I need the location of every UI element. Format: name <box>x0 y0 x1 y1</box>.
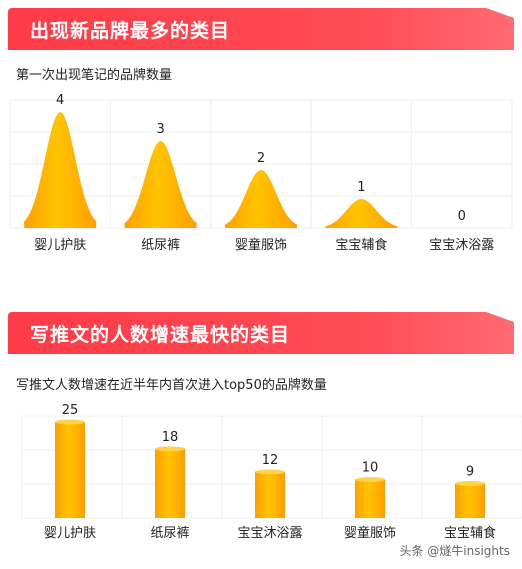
tick-label: 宝宝沐浴露 <box>429 238 494 253</box>
bar <box>455 480 485 518</box>
chart-subtitle: 写推文人数增速在近半年内首次进入top50的品牌数量 <box>16 378 327 393</box>
peak-mark <box>124 141 197 228</box>
tick-label: 婴童服饰 <box>235 237 287 253</box>
section-header-new-brands: 出现新品牌最多的类目 <box>8 8 514 50</box>
data-label: 12 <box>262 453 279 468</box>
data-label: 3 <box>156 122 164 137</box>
data-label: 10 <box>362 461 379 476</box>
peak-mark <box>24 112 97 228</box>
bar <box>55 419 85 518</box>
data-label: 4 <box>56 93 64 108</box>
writer-growth-chart: 25 婴儿护肤 18 纸尿裤 12 宝宝沐浴露 10 婴童服饰 9 宝宝辅食 <box>21 403 522 541</box>
data-label: 25 <box>62 403 79 418</box>
tick-label: 婴童服饰 <box>344 525 396 541</box>
watermark: 头条 @燧牛insights <box>399 544 510 558</box>
peak-mark <box>225 170 297 228</box>
data-label: 18 <box>162 430 179 445</box>
tick-label: 婴儿护肤 <box>34 238 86 253</box>
data-label: 2 <box>257 151 265 166</box>
bar <box>155 446 185 518</box>
section-title: 出现新品牌最多的类目 <box>30 20 231 42</box>
bar <box>355 477 385 518</box>
peak-mark <box>325 199 398 228</box>
tick-label: 宝宝辅食 <box>335 237 387 253</box>
data-label: 0 <box>458 209 466 224</box>
data-label: 9 <box>466 464 474 479</box>
tick-label: 纸尿裤 <box>141 238 180 253</box>
section-header-writer-growth: 写推文的人数增速最快的类目 <box>8 312 514 354</box>
tick-label: 宝宝辅食 <box>444 525 496 541</box>
tick-label: 婴儿护肤 <box>44 526 96 541</box>
data-label: 1 <box>357 180 365 195</box>
chart-subtitle: 第一次出现笔记的品牌数量 <box>16 68 173 83</box>
section-title: 写推文的人数增速最快的类目 <box>30 324 291 346</box>
tick-label: 宝宝沐浴露 <box>237 526 302 541</box>
bar <box>255 469 285 518</box>
new-brands-chart: 4 婴儿护肤 3 纸尿裤 2 婴童服饰 1 宝宝辅食 0 宝宝沐浴露 <box>9 93 513 253</box>
tick-label: 纸尿裤 <box>150 526 189 541</box>
